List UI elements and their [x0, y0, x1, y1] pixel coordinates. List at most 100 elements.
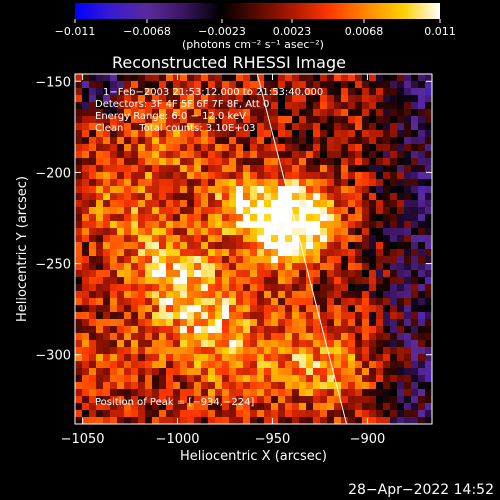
heatmap-cell [243, 207, 251, 215]
heatmap-cell [82, 249, 90, 257]
heatmap-cell [355, 81, 363, 89]
heatmap-cell [355, 214, 363, 222]
heatmap-cell [250, 333, 258, 341]
heatmap-cell [110, 368, 118, 376]
heatmap-cell [404, 235, 412, 243]
heatmap-cell [82, 109, 90, 117]
heatmap-cell [418, 102, 426, 110]
heatmap-cell [327, 382, 335, 390]
heatmap-cell [341, 396, 349, 404]
heatmap-cell [201, 333, 209, 341]
heatmap-cell [285, 123, 293, 131]
heatmap-cell [299, 214, 307, 222]
heatmap-cell [285, 242, 293, 250]
heatmap-cell [131, 158, 139, 166]
heatmap-cell [292, 340, 300, 348]
heatmap-cell [292, 144, 300, 152]
heatmap-cell [292, 158, 300, 166]
heatmap-cell [348, 347, 356, 355]
heatmap-cell [404, 389, 412, 397]
heatmap-cell [243, 130, 251, 138]
heatmap-cell [243, 410, 251, 418]
heatmap-cell [124, 123, 132, 131]
heatmap-cell [411, 256, 419, 264]
heatmap-cell [271, 403, 279, 411]
heatmap-cell [187, 298, 195, 306]
heatmap-cell [271, 256, 279, 264]
heatmap-cell [96, 207, 104, 215]
heatmap-cell [383, 137, 391, 145]
heatmap-cell [131, 319, 139, 327]
heatmap-cell [383, 186, 391, 194]
heatmap-cell [271, 410, 279, 418]
heatmap-cell [404, 102, 412, 110]
heatmap-cell [152, 109, 160, 117]
heatmap-cell [131, 368, 139, 376]
heatmap-cell [299, 116, 307, 124]
heatmap-cell [229, 382, 237, 390]
heatmap-cell [229, 403, 237, 411]
heatmap-cell [285, 389, 293, 397]
heatmap-cell [404, 200, 412, 208]
heatmap-cell [82, 207, 90, 215]
heatmap-cell [313, 109, 321, 117]
heatmap-cell [404, 298, 412, 306]
heatmap-cell [229, 165, 237, 173]
heatmap-cell [418, 144, 426, 152]
heatmap-cell [250, 326, 258, 334]
heatmap-cell [383, 305, 391, 313]
heatmap-cell [264, 88, 272, 96]
heatmap-cell [348, 340, 356, 348]
heatmap-cell [208, 389, 216, 397]
heatmap-cell [103, 375, 111, 383]
heatmap-cell [383, 158, 391, 166]
heatmap-cell [103, 347, 111, 355]
heatmap-cell [82, 403, 90, 411]
heatmap-cell [110, 375, 118, 383]
heatmap-cell [124, 193, 132, 201]
heatmap-cell [362, 410, 370, 418]
heatmap-cell [194, 298, 202, 306]
heatmap-cell [236, 193, 244, 201]
heatmap-cell [75, 172, 83, 180]
colorbar-tick-label: −0.0068 [123, 25, 171, 38]
heatmap-cell [208, 130, 216, 138]
heatmap-cell [278, 354, 286, 362]
heatmap-cell [117, 130, 125, 138]
heatmap-cell [75, 256, 83, 264]
heatmap-cell [222, 298, 230, 306]
heatmap-cell [425, 403, 432, 411]
heatmap-cell [103, 382, 111, 390]
heatmap-cell [124, 361, 132, 369]
heatmap-cell [299, 151, 307, 159]
heatmap-cell [390, 333, 398, 341]
heatmap-cell [320, 354, 328, 362]
heatmap-cell [103, 207, 111, 215]
heatmap-cell [285, 326, 293, 334]
heatmap-cell [348, 361, 356, 369]
heatmap-cell [362, 214, 370, 222]
heatmap-cell [166, 382, 174, 390]
heatmap-cell [313, 368, 321, 376]
heatmap-cell [89, 340, 97, 348]
heatmap-cell [131, 130, 139, 138]
heatmap-cell [397, 410, 405, 418]
heatmap-cell [138, 235, 146, 243]
heatmap-cell [117, 354, 125, 362]
heatmap-cell [348, 277, 356, 285]
heatmap-cell [236, 214, 244, 222]
heatmap-cell [75, 235, 83, 243]
y-tick-label: −200 [35, 166, 71, 181]
heatmap-cell [348, 116, 356, 124]
heatmap-cell [376, 88, 384, 96]
heatmap-cell [320, 382, 328, 390]
heatmap-cell [250, 389, 258, 397]
heatmap-cell [369, 235, 377, 243]
heatmap-cell [138, 326, 146, 334]
heatmap-cell [215, 361, 223, 369]
axes: −1050 −1000 −950 −900−150−200−250−300Helioc… [15, 74, 432, 464]
heatmap-cell [96, 235, 104, 243]
heatmap-cell [110, 249, 118, 257]
heatmap-cell [75, 242, 83, 250]
heatmap-cell [292, 375, 300, 383]
